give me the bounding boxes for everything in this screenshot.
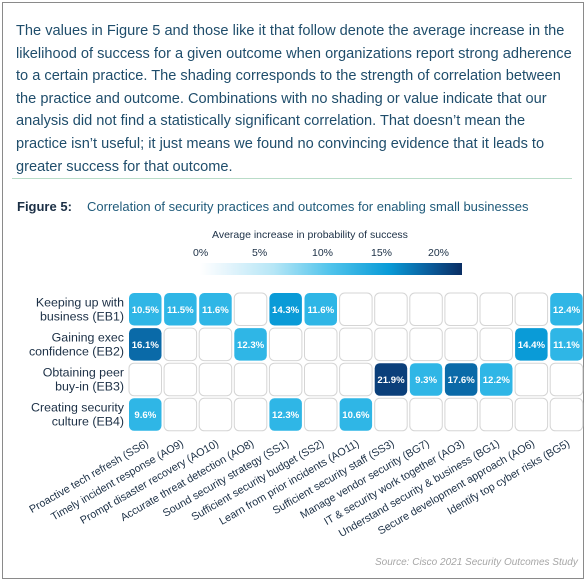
heatmap-cell-empty <box>339 327 373 362</box>
heatmap-cell-empty <box>268 362 303 397</box>
row-label: Creating security culture (EB4) <box>31 401 125 429</box>
figure-label: Figure 5: <box>17 199 72 214</box>
cell-value-label: 11.5% <box>167 305 194 316</box>
heatmap-cell-empty <box>409 292 443 326</box>
cell-value-label: 12.3% <box>272 410 300 421</box>
cell-value-label: 14.4% <box>518 340 546 351</box>
divider-top <box>12 178 572 179</box>
heatmap-cell <box>234 328 267 361</box>
cell-value-label: 16.1% <box>132 340 160 351</box>
cell-value-label: 11.6% <box>307 305 334 316</box>
intro-paragraph: The values in Figure 5 and those like it… <box>16 23 572 175</box>
heatmap-cell <box>304 293 337 326</box>
heatmap-cell-empty <box>304 397 338 432</box>
heatmap-cell <box>515 328 548 361</box>
heatmap-cell <box>339 398 373 431</box>
figure-title: Correlation of security practices and ou… <box>87 199 529 214</box>
cell-value-label: 10.5% <box>132 305 160 316</box>
heatmap-cell-empty <box>163 397 198 432</box>
cell-value-label: 17.6% <box>448 375 476 386</box>
heatmap-cell-empty <box>128 362 162 397</box>
heatmap-cell-empty <box>479 292 513 326</box>
row-label: Keeping up with business (EB1) <box>36 295 124 323</box>
heatmap-cell-empty <box>444 292 478 326</box>
heatmap-cell <box>129 328 162 361</box>
heatmap-cell-empty <box>163 327 198 362</box>
cell-value-label: 21.9% <box>377 375 405 386</box>
cell-value-label: 9.6% <box>134 410 156 421</box>
heatmap-cell <box>269 293 302 326</box>
cell-value-label: 12.3% <box>237 340 265 351</box>
heatmap-cell-empty <box>304 362 338 397</box>
heatmap-cell-empty <box>198 327 233 362</box>
cell-value-label: 12.4% <box>553 305 581 316</box>
cell-value-label: 11.6% <box>202 305 229 316</box>
heatmap-cell-empty <box>233 292 268 326</box>
figure-frame <box>2 2 584 579</box>
heatmap-cell-empty <box>409 397 443 432</box>
legend-tick-0: 0% <box>193 247 209 259</box>
heatmap-cell <box>374 363 408 396</box>
heatmap-cell-empty <box>304 327 338 362</box>
legend-tick-10: 10% <box>312 247 334 259</box>
heatmap-cell <box>444 363 478 396</box>
cell-value-label: 9.3% <box>415 375 437 386</box>
heatmap-cell-empty <box>374 327 408 362</box>
heatmap-cell <box>480 363 513 396</box>
heatmap-cell-empty <box>409 327 443 362</box>
heatmap-cell <box>129 293 162 326</box>
legend-tick-20: 20% <box>428 247 450 259</box>
heatmap-cell-empty <box>374 292 408 326</box>
heatmap-cell <box>409 363 443 396</box>
heatmap-cell-empty <box>163 362 198 397</box>
legend-tick-5: 5% <box>252 247 268 259</box>
legend-title: Average increase in probability of succe… <box>212 229 408 241</box>
heatmap-cell-empty <box>514 292 549 326</box>
heatmap-cell-empty <box>339 292 373 326</box>
heatmap-cell <box>199 293 232 326</box>
legend-tick-15: 15% <box>371 247 393 259</box>
heatmap-cell-empty <box>444 397 478 432</box>
row-label: Obtaining peer buy-in (EB3) <box>43 365 124 393</box>
heatmap-cell-empty <box>514 397 549 432</box>
cell-value-label: 11.1% <box>553 340 580 351</box>
heatmap-cell-empty <box>268 327 303 362</box>
row-label: Gaining exec confidence (EB2) <box>29 330 124 358</box>
heatmap-cell-empty <box>479 327 513 362</box>
heatmap-cell-empty <box>198 397 233 432</box>
heatmap-cell-empty <box>198 362 233 397</box>
heatmap-cell-empty <box>374 397 408 432</box>
heatmap-cell <box>164 293 197 326</box>
source-note: Source: Cisco 2021 Security Outcomes Stu… <box>375 557 578 568</box>
heatmap-cell <box>129 398 162 431</box>
heatmap-cell-empty <box>339 362 373 397</box>
heatmap-cell-empty <box>549 362 584 397</box>
heatmap-cell-empty <box>514 362 549 397</box>
legend-color-bar <box>200 263 462 275</box>
heatmap-cell-empty <box>233 397 268 432</box>
heatmap-cell-empty <box>479 397 513 432</box>
heatmap-cell <box>269 398 302 431</box>
heatmap-cell-empty <box>444 327 478 362</box>
heatmap-cell <box>550 328 583 361</box>
cell-value-label: 14.3% <box>272 305 300 316</box>
cell-value-label: 10.6% <box>342 410 370 421</box>
cell-value-label: 12.2% <box>483 375 511 386</box>
heatmap-cell <box>550 293 583 326</box>
heatmap-cell-empty <box>233 362 268 397</box>
heatmap-cell-empty <box>549 397 584 432</box>
